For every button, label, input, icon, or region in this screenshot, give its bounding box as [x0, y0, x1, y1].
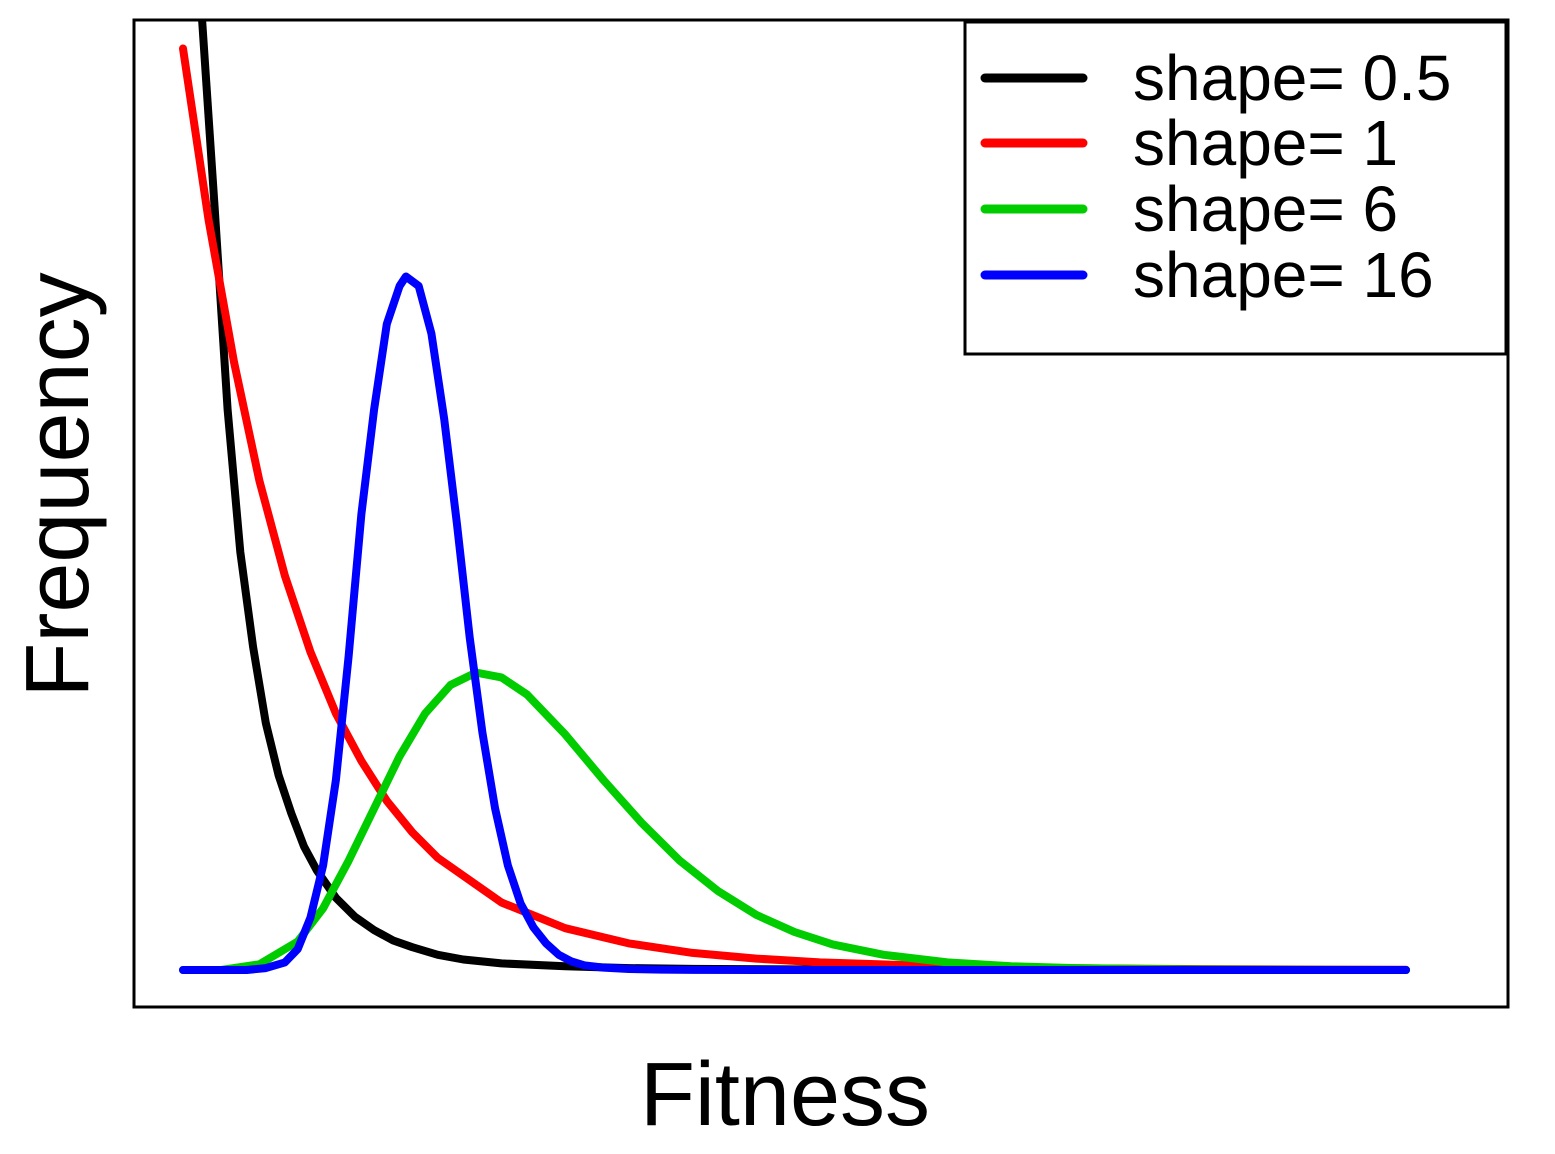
legend-label-1: shape= 0.5	[1133, 42, 1452, 114]
y-axis-label: Frequency	[8, 272, 108, 697]
x-axis-label: Fitness	[640, 1045, 930, 1145]
legend-label-4: shape= 16	[1133, 239, 1434, 311]
legend-label-2: shape= 1	[1133, 107, 1398, 179]
series-line-4	[179, 272, 1410, 974]
legend-label-3: shape= 6	[1133, 173, 1398, 245]
plot-area-frame	[132, 18, 1510, 1009]
series-layer	[179, 21, 1410, 974]
